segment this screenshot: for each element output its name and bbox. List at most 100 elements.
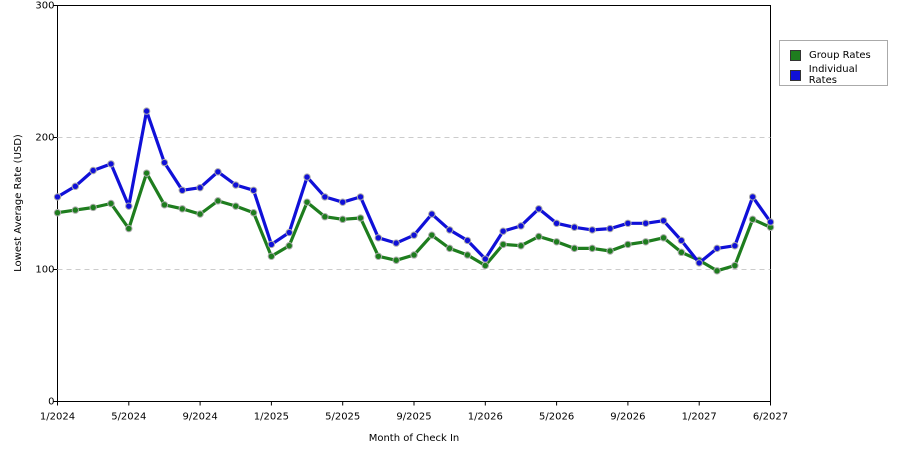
x-tick-label: 5/2024 [111, 412, 146, 423]
x-tick-label: 1/2026 [468, 412, 503, 423]
data-point [196, 210, 204, 218]
data-point [356, 214, 365, 222]
data-point [410, 231, 418, 239]
legend-label-group-rates: Group Rates [809, 49, 871, 61]
data-point [214, 197, 222, 205]
data-point [517, 242, 525, 250]
data-point [428, 231, 436, 239]
data-point [321, 193, 329, 201]
data-point [606, 247, 614, 255]
data-point [731, 261, 739, 270]
x-tick-label: 5/2025 [325, 412, 360, 423]
data-point [392, 239, 400, 247]
data-point [89, 203, 97, 212]
legend-swatch-group-rates [790, 49, 801, 61]
data-point [642, 219, 650, 228]
data-point [249, 209, 258, 217]
y-tick-label: 100 [35, 265, 54, 276]
data-point [642, 238, 650, 246]
data-point [267, 252, 276, 260]
data-point [713, 267, 721, 275]
series-group-rates [53, 169, 775, 275]
data-point [232, 202, 240, 210]
data-point [570, 244, 579, 253]
data-point [71, 182, 80, 191]
gridlines [57, 137, 771, 270]
y-tick-label: 0 [48, 397, 54, 408]
x-tick-label: 9/2026 [610, 412, 645, 423]
data-point [499, 240, 507, 249]
data-point [339, 215, 347, 224]
x-tick-label: 1/2025 [254, 412, 289, 423]
data-point [517, 222, 525, 230]
data-point [53, 193, 62, 201]
data-point [107, 199, 115, 208]
data-point [214, 168, 222, 176]
data-point [356, 193, 365, 201]
data-point [748, 215, 757, 224]
x-tick-label: 9/2024 [183, 412, 218, 423]
data-point [695, 259, 703, 267]
x-tick-label: 9/2025 [396, 412, 431, 423]
data-point [499, 227, 507, 235]
legend-swatch-individual-rates [790, 69, 801, 81]
legend: Group Rates Individual Rates [779, 40, 888, 86]
data-point [535, 205, 543, 213]
y-axis-ticks: 0 100 200 300 [35, 1, 58, 408]
y-tick-label: 200 [35, 133, 54, 144]
data-point [125, 224, 133, 233]
data-point [552, 238, 561, 246]
data-point [321, 213, 329, 221]
data-point [178, 205, 186, 213]
data-point [89, 166, 97, 175]
data-point [303, 198, 311, 206]
data-point [624, 240, 632, 249]
legend-item-group-rates: Group Rates [790, 48, 871, 62]
data-point [303, 173, 311, 181]
data-point [374, 234, 383, 242]
data-point [53, 209, 62, 217]
series-lines [53, 107, 775, 275]
data-point [428, 210, 436, 218]
data-point [748, 193, 757, 201]
data-point [142, 107, 151, 115]
data-point [232, 181, 240, 189]
y-tick-label: 300 [35, 1, 54, 12]
data-point [160, 158, 169, 167]
x-tick-label: 5/2026 [539, 412, 574, 423]
data-point [285, 228, 293, 237]
data-point [249, 186, 258, 195]
data-point [570, 223, 579, 231]
data-point [606, 224, 614, 233]
x-axis-title: Month of Check In [369, 433, 460, 444]
data-point [659, 234, 668, 242]
data-point [107, 160, 115, 168]
data-point [410, 251, 418, 259]
data-point [463, 236, 472, 245]
data-point [481, 255, 489, 263]
data-point [677, 248, 686, 257]
data-point [445, 226, 454, 234]
legend-label-individual-rates: Individual Rates [808, 64, 858, 86]
data-point [552, 219, 561, 228]
x-axis-ticks: 1/2024 5/2024 9/2024 1/2025 5/2025 9/2025 1/20… [40, 401, 788, 423]
data-point [624, 219, 632, 228]
x-tick-label: 1/2024 [40, 412, 75, 423]
data-point [178, 186, 186, 195]
data-point [142, 169, 151, 177]
data-point [71, 206, 80, 214]
data-point [659, 216, 668, 225]
data-point [588, 244, 596, 253]
data-point [731, 242, 739, 250]
x-tick-label: 1/2027 [682, 412, 717, 423]
data-point [535, 232, 543, 241]
data-point [125, 202, 133, 210]
x-tick-label: 6/2027 [753, 412, 788, 423]
data-point [196, 183, 204, 192]
data-point [160, 201, 169, 209]
data-point [285, 242, 293, 250]
data-point [713, 244, 721, 253]
data-point [481, 261, 489, 270]
data-point [588, 226, 596, 234]
